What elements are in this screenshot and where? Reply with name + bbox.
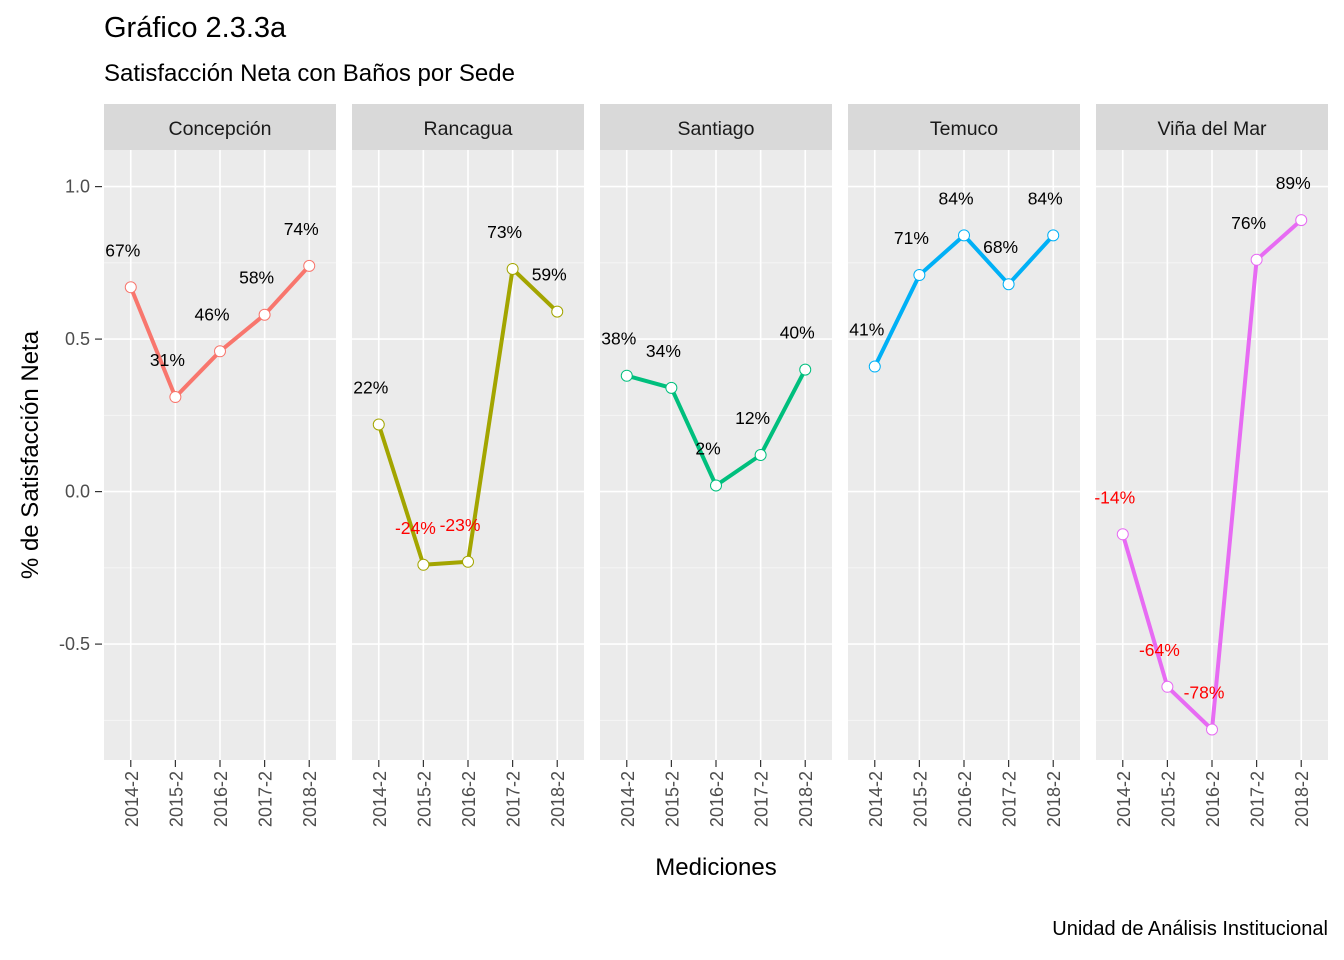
x-tick-label: 2015-2	[1158, 771, 1178, 827]
data-point	[124, 281, 137, 294]
data-point	[462, 555, 474, 568]
data-label: 41%	[849, 320, 884, 340]
data-label: 74%	[284, 219, 319, 239]
data-point	[258, 308, 271, 321]
x-tick-label: 2014-2	[866, 771, 886, 827]
data-point	[417, 558, 430, 571]
facet-strip	[600, 104, 832, 150]
x-tick-label: 2014-2	[370, 771, 390, 827]
x-tick-label: 2016-2	[459, 771, 479, 827]
data-label: 34%	[646, 341, 681, 361]
data-point	[1250, 253, 1263, 266]
x-tick-label: 2014-2	[1114, 771, 1134, 827]
x-tick-label: 2017-2	[256, 771, 276, 827]
facet-strip	[104, 104, 336, 150]
data-label: -24%	[395, 518, 436, 538]
x-tick-label: 2016-2	[955, 771, 975, 827]
y-tick-label: -0.5	[59, 634, 90, 654]
data-point	[372, 418, 385, 431]
data-point	[958, 229, 970, 242]
y-tick-label: 1.0	[65, 177, 90, 197]
data-point	[710, 479, 722, 492]
facet-strip	[848, 104, 1080, 150]
facet-strip	[1096, 104, 1328, 150]
data-point	[754, 449, 767, 461]
facet-strip-label: Temuco	[930, 118, 998, 140]
x-tick-label: 2017-2	[1000, 771, 1020, 827]
data-label: 71%	[894, 228, 929, 248]
data-point	[169, 391, 182, 404]
data-point	[1002, 278, 1015, 291]
data-point	[799, 363, 812, 376]
x-tick-label: 2015-2	[414, 771, 434, 827]
x-tick-label: 2015-2	[166, 771, 186, 827]
x-tick-label: 2018-2	[548, 771, 568, 827]
chart-title: Gráfico 2.3.3a	[104, 12, 287, 44]
data-point	[665, 381, 678, 394]
data-label: 22%	[353, 378, 388, 398]
data-label: 40%	[780, 323, 815, 343]
data-point	[214, 345, 226, 358]
data-label: -78%	[1184, 683, 1225, 703]
data-label: 31%	[150, 350, 185, 370]
x-tick-label: 2018-2	[1292, 771, 1312, 827]
data-label: 76%	[1231, 213, 1266, 233]
x-tick-label: 2018-2	[1044, 771, 1064, 827]
data-point	[620, 369, 633, 382]
x-tick-label: 2014-2	[618, 771, 638, 827]
data-label: 73%	[487, 222, 522, 242]
data-label: -64%	[1139, 640, 1180, 660]
x-tick-label: 2017-2	[752, 771, 772, 827]
y-axis-title: % de Satisfacción Neta	[17, 330, 44, 579]
data-point	[303, 259, 316, 272]
facet-strip	[352, 104, 584, 150]
data-label: 67%	[105, 240, 140, 260]
data-point	[913, 269, 926, 282]
data-label: 89%	[1276, 173, 1311, 193]
x-tick-label: 2015-2	[910, 771, 930, 827]
data-label: 58%	[239, 268, 274, 288]
data-point	[1047, 229, 1060, 242]
data-label: 12%	[735, 408, 770, 428]
data-label: 59%	[532, 265, 567, 285]
data-point	[1161, 680, 1174, 693]
facet-strip-label: Santiago	[678, 118, 755, 140]
data-point	[551, 305, 564, 318]
x-tick-label: 2016-2	[211, 771, 231, 827]
facet-strip-label: Rancagua	[424, 118, 513, 140]
facet-strip-label: Viña del Mar	[1157, 118, 1267, 140]
x-tick-label: 2017-2	[1248, 771, 1268, 827]
data-label: 46%	[194, 304, 229, 324]
x-tick-label: 2017-2	[504, 771, 524, 827]
facet-strip-label: Concepción	[169, 118, 272, 140]
data-label: 38%	[601, 329, 636, 349]
x-tick-label: 2014-2	[122, 771, 142, 827]
data-point	[506, 262, 519, 275]
x-tick-label: 2018-2	[300, 771, 320, 827]
chart-caption: Unidad de Análisis Institucional	[1052, 918, 1328, 940]
data-point	[1295, 214, 1308, 227]
data-label: 84%	[1028, 188, 1063, 208]
x-tick-label: 2016-2	[1203, 771, 1223, 827]
data-label: 84%	[938, 188, 973, 208]
y-tick-label: 0.0	[65, 482, 90, 502]
x-tick-label: 2015-2	[662, 771, 682, 827]
data-label: -14%	[1094, 487, 1135, 507]
data-label: 68%	[983, 237, 1018, 257]
data-label: -23%	[440, 515, 481, 535]
data-point	[1116, 528, 1129, 541]
x-axis-title: Mediciones	[655, 854, 776, 881]
data-label: 2%	[695, 439, 720, 459]
chart-subtitle: Satisfacción Neta con Baños por Sede	[104, 60, 515, 87]
data-point	[868, 360, 881, 373]
data-point	[1206, 723, 1218, 736]
y-tick-label: 0.5	[65, 329, 90, 349]
x-tick-label: 2016-2	[707, 771, 727, 827]
x-tick-label: 2018-2	[796, 771, 816, 827]
